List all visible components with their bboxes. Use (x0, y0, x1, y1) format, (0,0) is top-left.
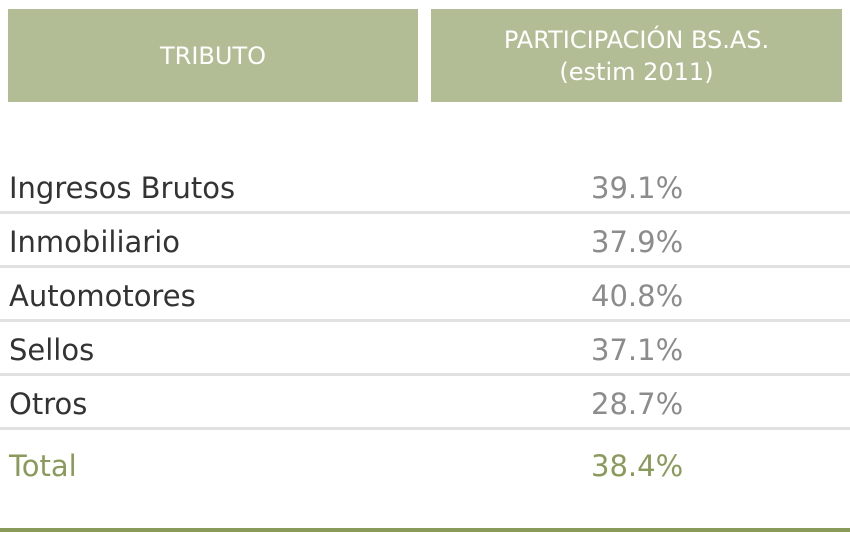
table-row: Ingresos Brutos 39.1% (0, 168, 850, 208)
row-label: Automotores (9, 279, 196, 313)
row-label: Inmobiliario (9, 225, 180, 259)
table-row: Sellos 37.1% (0, 330, 850, 370)
header-participacion: PARTICIPACIÓN BS.AS. (estim 2011) (431, 9, 842, 102)
row-label: Otros (9, 387, 88, 421)
header-tributo: TRIBUTO (8, 9, 418, 102)
row-label: Sellos (9, 333, 95, 367)
header-participacion-label: PARTICIPACIÓN BS.AS. (503, 25, 770, 54)
row-value: 37.1% (591, 333, 684, 367)
row-divider (0, 319, 850, 322)
table-row: Otros 28.7% (0, 384, 850, 424)
row-divider (0, 265, 850, 268)
row-value: 28.7% (591, 387, 684, 421)
header-participacion-sublabel: (estim 2011) (559, 57, 714, 86)
total-label: Total (9, 449, 77, 483)
row-divider (0, 211, 850, 214)
table-row: Inmobiliario 37.9% (0, 222, 850, 262)
row-divider (0, 427, 850, 430)
row-value: 40.8% (591, 279, 684, 313)
total-value: 38.4% (591, 449, 684, 483)
bottom-rule (0, 528, 850, 532)
table-row: Automotores 40.8% (0, 276, 850, 316)
total-row: Total 38.4% (0, 446, 850, 486)
row-value: 37.9% (591, 225, 684, 259)
row-divider (0, 373, 850, 376)
header-tributo-label: TRIBUTO (160, 41, 266, 70)
row-value: 39.1% (591, 171, 684, 205)
row-label: Ingresos Brutos (9, 171, 236, 205)
